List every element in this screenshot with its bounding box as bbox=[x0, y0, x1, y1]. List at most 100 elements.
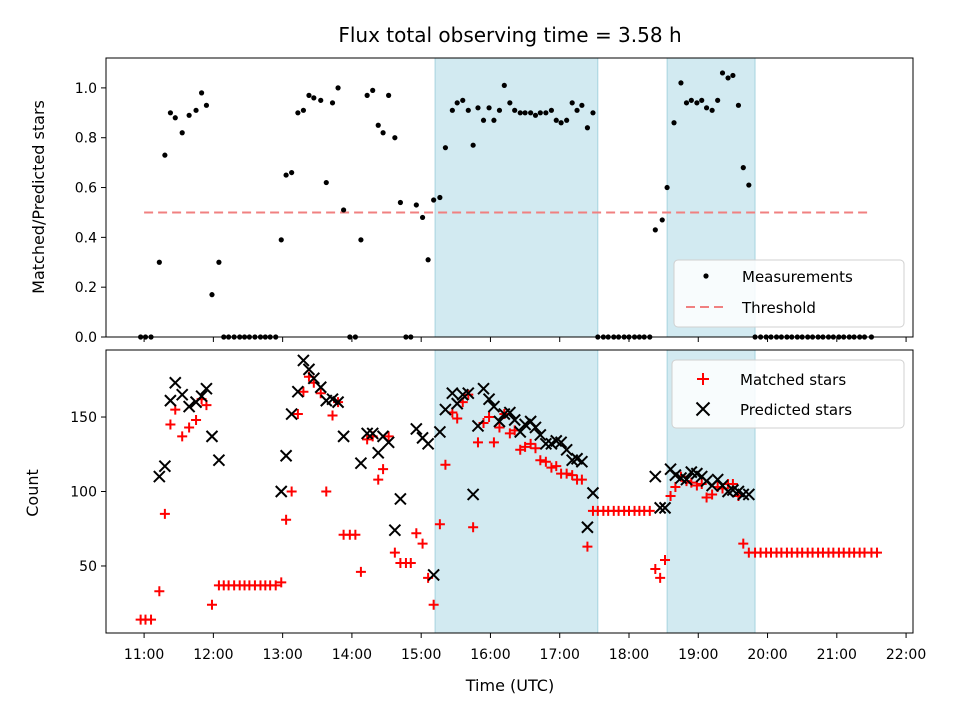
predicted-star-point-23 bbox=[354, 456, 368, 470]
matched-star-point-60 bbox=[472, 437, 483, 448]
top-ytick-label-5: 1.0 bbox=[75, 81, 97, 97]
measurement-point-25 bbox=[278, 237, 284, 243]
top-axes-frame bbox=[105, 57, 914, 338]
measurement-point-94 bbox=[652, 227, 658, 233]
matched-star-point-80 bbox=[576, 474, 587, 485]
measurement-point-28 bbox=[295, 110, 301, 116]
x-tick-label-0: 11:00 bbox=[124, 647, 164, 663]
bottom-y-axis-label: Count bbox=[23, 469, 42, 517]
measurement-point-55 bbox=[449, 107, 455, 113]
bottom-count-panel: 50 100 150 11:00 12:00 13:00 14:00 15:00 16:00 17… bbox=[70, 349, 926, 663]
measurement-point-69 bbox=[522, 110, 528, 116]
x-tick-label-3: 14:00 bbox=[332, 647, 372, 663]
measurement-point-52 bbox=[431, 197, 437, 203]
top-shaded-interval-0 bbox=[434, 57, 599, 338]
measurement-point-81 bbox=[584, 125, 591, 131]
predicted-star-point-34 bbox=[427, 568, 440, 582]
measurement-point-105 bbox=[715, 97, 721, 103]
legend-matched-label: Matched stars bbox=[740, 371, 846, 389]
measurement-point-11 bbox=[203, 102, 210, 108]
matched-star-point-28 bbox=[292, 409, 303, 420]
matched-star-point-111 bbox=[738, 538, 749, 549]
legend-measurements-label: Measurements bbox=[742, 268, 853, 286]
matched-star-point-77 bbox=[561, 468, 572, 479]
measurement-point-107 bbox=[725, 75, 731, 81]
measurement-point-7 bbox=[179, 130, 185, 136]
measurement-point-82 bbox=[590, 110, 596, 116]
matched-star-point-69 bbox=[520, 441, 531, 452]
matched-star-point-38 bbox=[350, 529, 361, 540]
bottom-axes-frame bbox=[105, 349, 914, 634]
matched-star-point-64 bbox=[494, 422, 505, 433]
matched-star-point-7 bbox=[177, 431, 188, 442]
predicted-star-point-44 bbox=[482, 392, 496, 406]
matched-star-point-32 bbox=[315, 388, 326, 399]
predicted-star-point-36 bbox=[439, 403, 452, 416]
predicted-star-point-35 bbox=[433, 425, 447, 439]
matched-star-point-105 bbox=[707, 489, 718, 500]
matched-star-point-29 bbox=[298, 386, 309, 397]
matched-star-point-78 bbox=[567, 470, 578, 481]
matched-star-point-44 bbox=[383, 431, 394, 442]
measurement-point-51 bbox=[425, 257, 431, 263]
top-ytick-label-1: 0.2 bbox=[75, 280, 97, 296]
predicted-star-point-0 bbox=[153, 470, 166, 483]
predicted-star-point-7 bbox=[195, 389, 208, 403]
legend-predicted-marker bbox=[695, 401, 711, 417]
matched-star-point-63 bbox=[488, 437, 499, 448]
x-tick-label-4: 15:00 bbox=[401, 647, 441, 663]
predicted-star-point-16 bbox=[302, 363, 316, 376]
matched-star-point-136 bbox=[871, 547, 882, 558]
x-tick-label-2: 13:00 bbox=[262, 647, 302, 663]
predicted-star-point-66 bbox=[653, 501, 667, 515]
matched-star-point-95 bbox=[655, 572, 666, 583]
predicted-star-point-28 bbox=[382, 436, 395, 449]
measurement-point-99 bbox=[683, 100, 690, 106]
measurement-point-110 bbox=[740, 165, 746, 171]
matched-star-point-58 bbox=[463, 389, 474, 400]
measurement-point-65 bbox=[501, 82, 507, 89]
measurement-point-3 bbox=[156, 259, 162, 265]
matched-star-point-97 bbox=[665, 490, 676, 501]
predicted-star-point-1 bbox=[158, 459, 172, 473]
legend-threshold-label: Threshold bbox=[741, 299, 816, 317]
matched-star-point-9 bbox=[191, 415, 202, 426]
top-ytick-label-0: 0.0 bbox=[75, 330, 97, 346]
matched-star-point-48 bbox=[405, 557, 416, 568]
bottom-ytick-label-2: 150 bbox=[70, 410, 97, 426]
predicted-star-point-17 bbox=[307, 372, 321, 385]
matched-star-point-56 bbox=[452, 413, 463, 424]
matched-star-point-93 bbox=[644, 505, 655, 516]
predicted-star-point-41 bbox=[466, 488, 480, 501]
matched-star-point-39 bbox=[355, 566, 366, 577]
predicted-star-point-46 bbox=[493, 415, 506, 428]
top-ytick-label-3: 0.6 bbox=[75, 181, 97, 197]
measurement-point-101 bbox=[694, 100, 700, 106]
matched-star-point-81 bbox=[582, 541, 593, 552]
bottom-ytick-label-1: 100 bbox=[70, 485, 97, 501]
matched-star-point-59 bbox=[468, 522, 479, 533]
measurement-point-97 bbox=[671, 120, 677, 126]
measurement-point-53 bbox=[437, 194, 443, 201]
predicted-star-point-67 bbox=[658, 501, 672, 515]
predicted-star-point-3 bbox=[169, 376, 182, 389]
matched-star-point-50 bbox=[417, 538, 428, 549]
predicted-star-point-49 bbox=[508, 413, 521, 427]
measurement-point-49 bbox=[413, 202, 419, 208]
predicted-star-point-24 bbox=[360, 427, 374, 440]
matched-star-point-45 bbox=[389, 547, 400, 558]
predicted-star-point-37 bbox=[446, 386, 459, 400]
matched-star-point-62 bbox=[484, 412, 495, 423]
measurement-point-41 bbox=[370, 87, 376, 93]
measurement-point-102 bbox=[699, 97, 705, 103]
measurement-point-5 bbox=[167, 110, 174, 116]
x-tick-label-7: 18:00 bbox=[609, 647, 649, 663]
measurement-point-108 bbox=[730, 72, 736, 79]
measurement-point-26 bbox=[283, 172, 289, 178]
measurement-point-80 bbox=[579, 102, 585, 108]
measurement-point-43 bbox=[380, 130, 386, 136]
predicted-star-point-50 bbox=[514, 425, 527, 439]
predicted-star-point-33 bbox=[421, 437, 435, 451]
measurement-point-33 bbox=[323, 179, 329, 186]
